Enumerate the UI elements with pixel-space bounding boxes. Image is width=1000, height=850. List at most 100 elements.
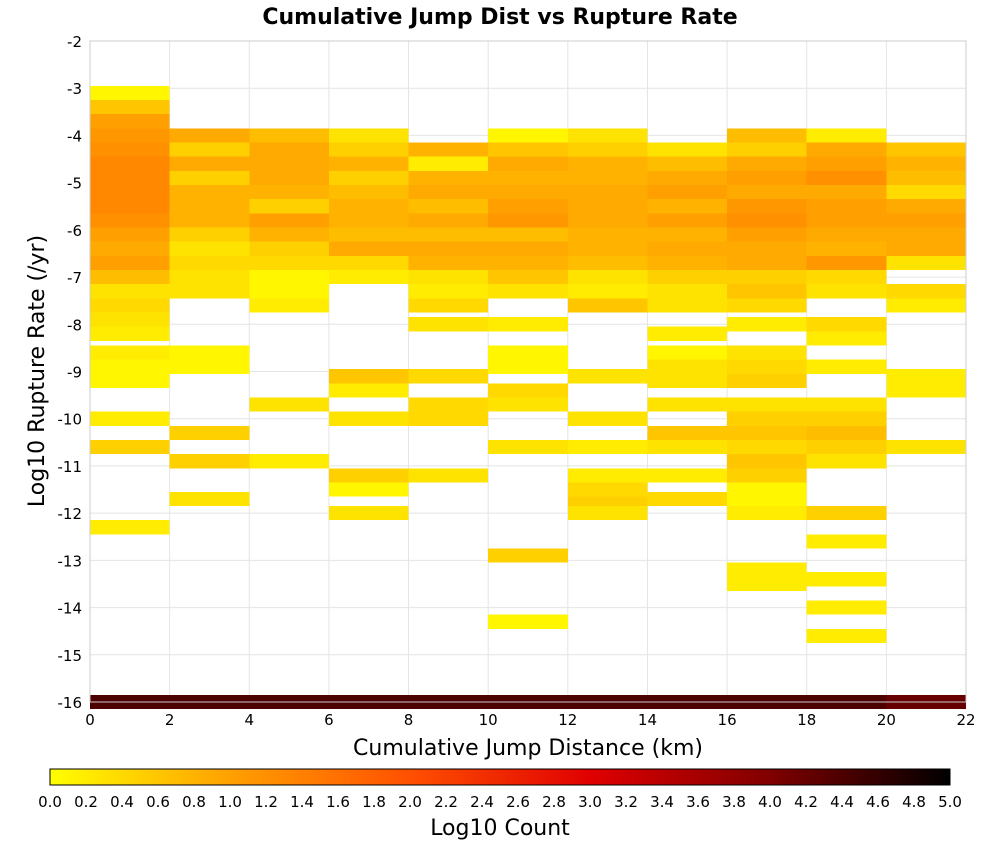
heatmap-cell — [328, 383, 409, 398]
x-tick-label: 16 — [718, 711, 737, 729]
heatmap-cell — [408, 468, 489, 483]
heatmap-cell — [328, 482, 409, 497]
heatmap-cell — [90, 156, 170, 171]
heatmap-cell — [727, 345, 807, 360]
x-axis-label: Cumulative Jump Distance (km) — [353, 736, 703, 761]
heatmap-cell — [488, 128, 568, 143]
heatmap-cell — [249, 241, 329, 256]
y-tick-label: -16 — [58, 694, 83, 712]
heatmap-cell — [90, 298, 170, 313]
y-tick-label: -7 — [67, 269, 82, 287]
heatmap-cell — [647, 326, 728, 341]
y-tick-label: -3 — [67, 80, 82, 98]
heatmap-cell — [727, 142, 807, 157]
heatmap-cell — [886, 227, 966, 242]
heatmap-cell — [727, 482, 807, 497]
heatmap-cell — [249, 199, 329, 214]
heatmap-cell — [90, 241, 170, 256]
heatmap-cell — [647, 284, 728, 299]
heatmap-cell — [806, 142, 887, 157]
heatmap-cell — [328, 199, 409, 214]
colorbar-label: Log10 Count — [430, 816, 570, 841]
heatmap-cell — [169, 156, 250, 171]
heatmap-cell — [567, 128, 648, 143]
heatmap-cell — [90, 439, 170, 455]
heatmap-cell — [90, 128, 170, 143]
heatmap-cell — [886, 241, 966, 256]
colorbar-ticks: 0.0 0.2 0.4 0.6 0.8 1.0 1.2 1.4 1.6 1.8 2.0 2.2 2.4 2… — [38, 793, 962, 811]
colorbar-tick-label: 0.8 — [182, 793, 206, 811]
y-tick-label: -14 — [58, 600, 83, 618]
heatmap-cell — [488, 241, 568, 256]
heatmap-cell — [169, 227, 250, 242]
heatmap-cell — [806, 213, 887, 228]
heatmap-cell — [488, 142, 568, 157]
heatmap-cell — [647, 142, 728, 157]
x-tick-label: 2 — [165, 711, 175, 729]
heatmap-cell — [806, 170, 887, 186]
y-tick-label: -13 — [58, 552, 83, 570]
y-tick-label: -10 — [58, 411, 83, 429]
heatmap-cell — [886, 369, 966, 384]
heatmap-cell — [647, 397, 728, 412]
heatmap-cell — [249, 227, 329, 242]
heatmap-cell — [169, 284, 250, 299]
heatmap-cell — [408, 317, 489, 332]
heatmap-cell — [727, 506, 807, 521]
heatmap-cell — [886, 142, 966, 157]
heatmap-cell — [249, 156, 329, 171]
heatmap-cell — [408, 170, 489, 186]
heatmap-cell — [727, 411, 807, 426]
colorbar-tick-label: 0.2 — [74, 793, 98, 811]
heatmap-cell — [647, 269, 728, 285]
heatmap-cell — [408, 142, 489, 157]
heatmap-cell — [647, 170, 728, 186]
heatmap-cell — [727, 170, 807, 186]
heatmap-cell — [488, 345, 568, 360]
heatmap-cell — [90, 373, 170, 389]
heatmap-cell — [567, 439, 648, 455]
heatmap-cell — [488, 269, 568, 285]
heatmap-cell — [90, 114, 170, 129]
heatmap-cell — [249, 454, 329, 469]
heatmap-cell — [249, 397, 329, 412]
heatmap-cell — [806, 284, 887, 299]
heatmap-cell — [567, 369, 648, 384]
heatmap-cell — [806, 269, 887, 285]
heatmap-cell — [806, 227, 887, 242]
heatmap-cell — [647, 468, 728, 483]
heatmap-cells — [90, 85, 966, 710]
heatmap-cell — [567, 227, 648, 242]
heatmap-cell — [727, 359, 807, 374]
colorbar-tick-label: 3.6 — [686, 793, 710, 811]
heatmap-cell — [408, 269, 489, 285]
heatmap-cell — [90, 142, 170, 157]
heatmap-cell — [249, 170, 329, 186]
colorbar-tick-label: 2.6 — [506, 793, 530, 811]
heatmap-cell — [806, 454, 887, 469]
heatmap-cell — [806, 411, 887, 426]
heatmap-cell — [90, 411, 170, 426]
heatmap-cell — [328, 142, 409, 157]
heatmap-cell — [90, 227, 170, 242]
heatmap-cell — [249, 142, 329, 157]
heatmap-cell — [727, 439, 807, 455]
heatmap-cell — [567, 255, 648, 270]
heatmap-cell — [488, 383, 568, 398]
heatmap-cell — [886, 383, 966, 398]
heatmap-cell — [488, 317, 568, 332]
heatmap-cell — [169, 269, 250, 285]
heatmap-cell — [567, 269, 648, 285]
heatmap-cell — [727, 284, 807, 299]
heatmap-cell — [567, 170, 648, 186]
heatmap-cell — [727, 185, 807, 200]
heatmap-cell — [727, 425, 807, 440]
heatmap-cell — [169, 170, 250, 186]
heatmap-cell — [408, 199, 489, 214]
heatmap-cell — [90, 326, 170, 341]
heatmap-cell — [249, 213, 329, 228]
colorbar-tick-label: 3.8 — [722, 793, 746, 811]
colorbar — [49, 768, 951, 786]
colorbar-tick-label: 1.4 — [290, 793, 314, 811]
heatmap-cell — [90, 213, 170, 228]
